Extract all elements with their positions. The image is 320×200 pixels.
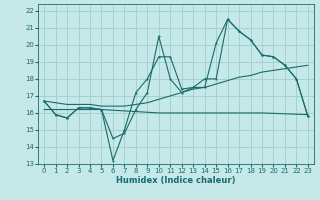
X-axis label: Humidex (Indice chaleur): Humidex (Indice chaleur) xyxy=(116,176,236,185)
